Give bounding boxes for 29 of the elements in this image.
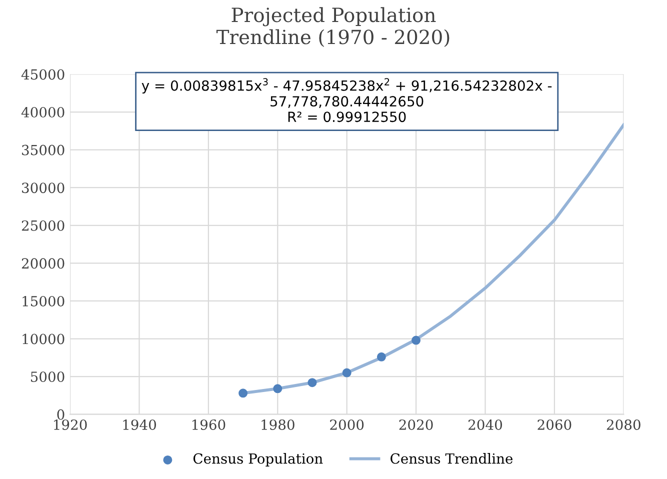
x-tick-label: 2020 xyxy=(399,419,433,430)
point xyxy=(412,336,421,345)
legend-label: Census Population xyxy=(193,453,323,466)
x-tick-label: 1980 xyxy=(262,419,294,430)
y-tick-label: 35000 xyxy=(22,144,64,156)
x-tick-label: 1920 xyxy=(54,419,87,430)
y-tick-label: 45000 xyxy=(21,69,64,80)
x-tick-label: 2040 xyxy=(468,419,502,430)
y-tick-label: 30000 xyxy=(22,182,64,194)
y-tick-label: 25000 xyxy=(22,220,64,231)
y-tick-label: 10000 xyxy=(22,334,64,344)
annotation: y = 0.00839815x$^{3}$ - 47.95845238x$^{2}$ + 91,216.54232802x - 57,778,780.44442650 R² = 0.99912550 xyxy=(142,78,552,122)
x-tick-label: 1960 xyxy=(192,419,226,430)
legend-label: Census Trendline xyxy=(390,453,513,464)
x-tick-label: 2060 xyxy=(538,419,572,430)
x-tick-label: 1940 xyxy=(123,419,156,430)
point xyxy=(308,378,317,388)
x-tick-label: 2000 xyxy=(330,419,364,430)
y-tick-label: 15000 xyxy=(22,296,64,306)
y-tick-label: 20000 xyxy=(22,258,64,269)
y-tick-label: 5000 xyxy=(31,372,64,382)
point xyxy=(342,368,352,378)
point xyxy=(273,384,282,394)
y-tick-label: 40000 xyxy=(21,107,64,118)
y-tick-label: 0 xyxy=(57,409,64,420)
x-tick-label: 2080 xyxy=(606,419,640,430)
chart-title: Projected Population Trendline (1970 - 2020) xyxy=(216,7,450,48)
point xyxy=(376,352,386,362)
point xyxy=(238,388,248,398)
